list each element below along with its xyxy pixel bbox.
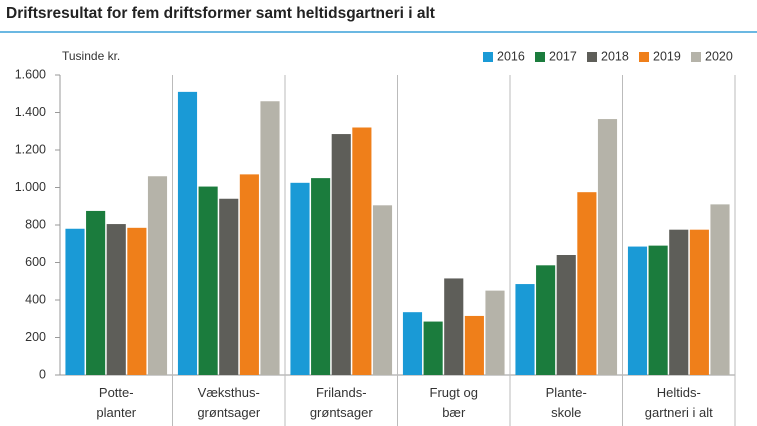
bar (444, 278, 464, 375)
bar (597, 119, 618, 375)
bar (556, 255, 576, 375)
x-tick-label: Væksthus- grøntsager (197, 385, 261, 420)
x-tick-label: Frugt og bær (429, 385, 478, 420)
legend-label: 2018 (601, 49, 629, 63)
bar (177, 91, 198, 375)
y-tick-label: 400 (25, 292, 46, 306)
bar (689, 229, 709, 375)
legend-swatch (587, 52, 597, 62)
bar (423, 321, 443, 375)
bar (147, 176, 168, 375)
legend-label: 2019 (653, 49, 681, 63)
y-tick-label: 200 (25, 330, 46, 344)
bar (627, 246, 648, 375)
bar (331, 134, 351, 375)
bar (260, 101, 280, 375)
legend-label: 2016 (497, 49, 525, 63)
bar (710, 204, 730, 375)
bar (485, 290, 505, 375)
x-tick-label: Heltids- gartneri i alt (644, 385, 713, 420)
bar (65, 228, 85, 375)
legend-swatch (535, 52, 545, 62)
bar (106, 224, 126, 375)
y-axis-label: Tusinde kr. (62, 49, 120, 63)
legend-swatch (639, 52, 649, 62)
legend-swatch (483, 52, 493, 62)
bar (648, 245, 668, 375)
bar (86, 210, 106, 375)
bar (515, 284, 535, 375)
bar (127, 227, 147, 375)
x-tick-label: Potte- planter (96, 385, 137, 420)
y-tick-label: 1.600 (15, 67, 46, 81)
x-tick-label: Plante- skole (545, 385, 587, 420)
bar (352, 127, 372, 375)
bar (536, 265, 556, 375)
chart-title: Driftsresultat for fem driftsformer samt… (6, 5, 435, 22)
bar (239, 174, 259, 375)
bar (464, 315, 484, 375)
x-tick-label: Frilands- grøntsager (309, 385, 373, 420)
bar (290, 182, 310, 375)
bar (669, 229, 689, 375)
bar (219, 198, 239, 375)
y-tick-label: 1.000 (15, 180, 46, 194)
legend-label: 2020 (705, 49, 733, 63)
legend-swatch (691, 52, 701, 62)
y-tick-label: 0 (39, 367, 46, 381)
bar (198, 186, 218, 375)
bar (311, 178, 331, 375)
y-tick-label: 800 (25, 217, 46, 231)
legend-label: 2017 (549, 49, 577, 63)
bar (372, 205, 393, 375)
bar (577, 192, 597, 375)
bar (402, 312, 423, 375)
y-tick-label: 1.200 (15, 142, 46, 156)
y-tick-label: 1.400 (15, 105, 46, 119)
y-tick-label: 600 (25, 255, 46, 269)
